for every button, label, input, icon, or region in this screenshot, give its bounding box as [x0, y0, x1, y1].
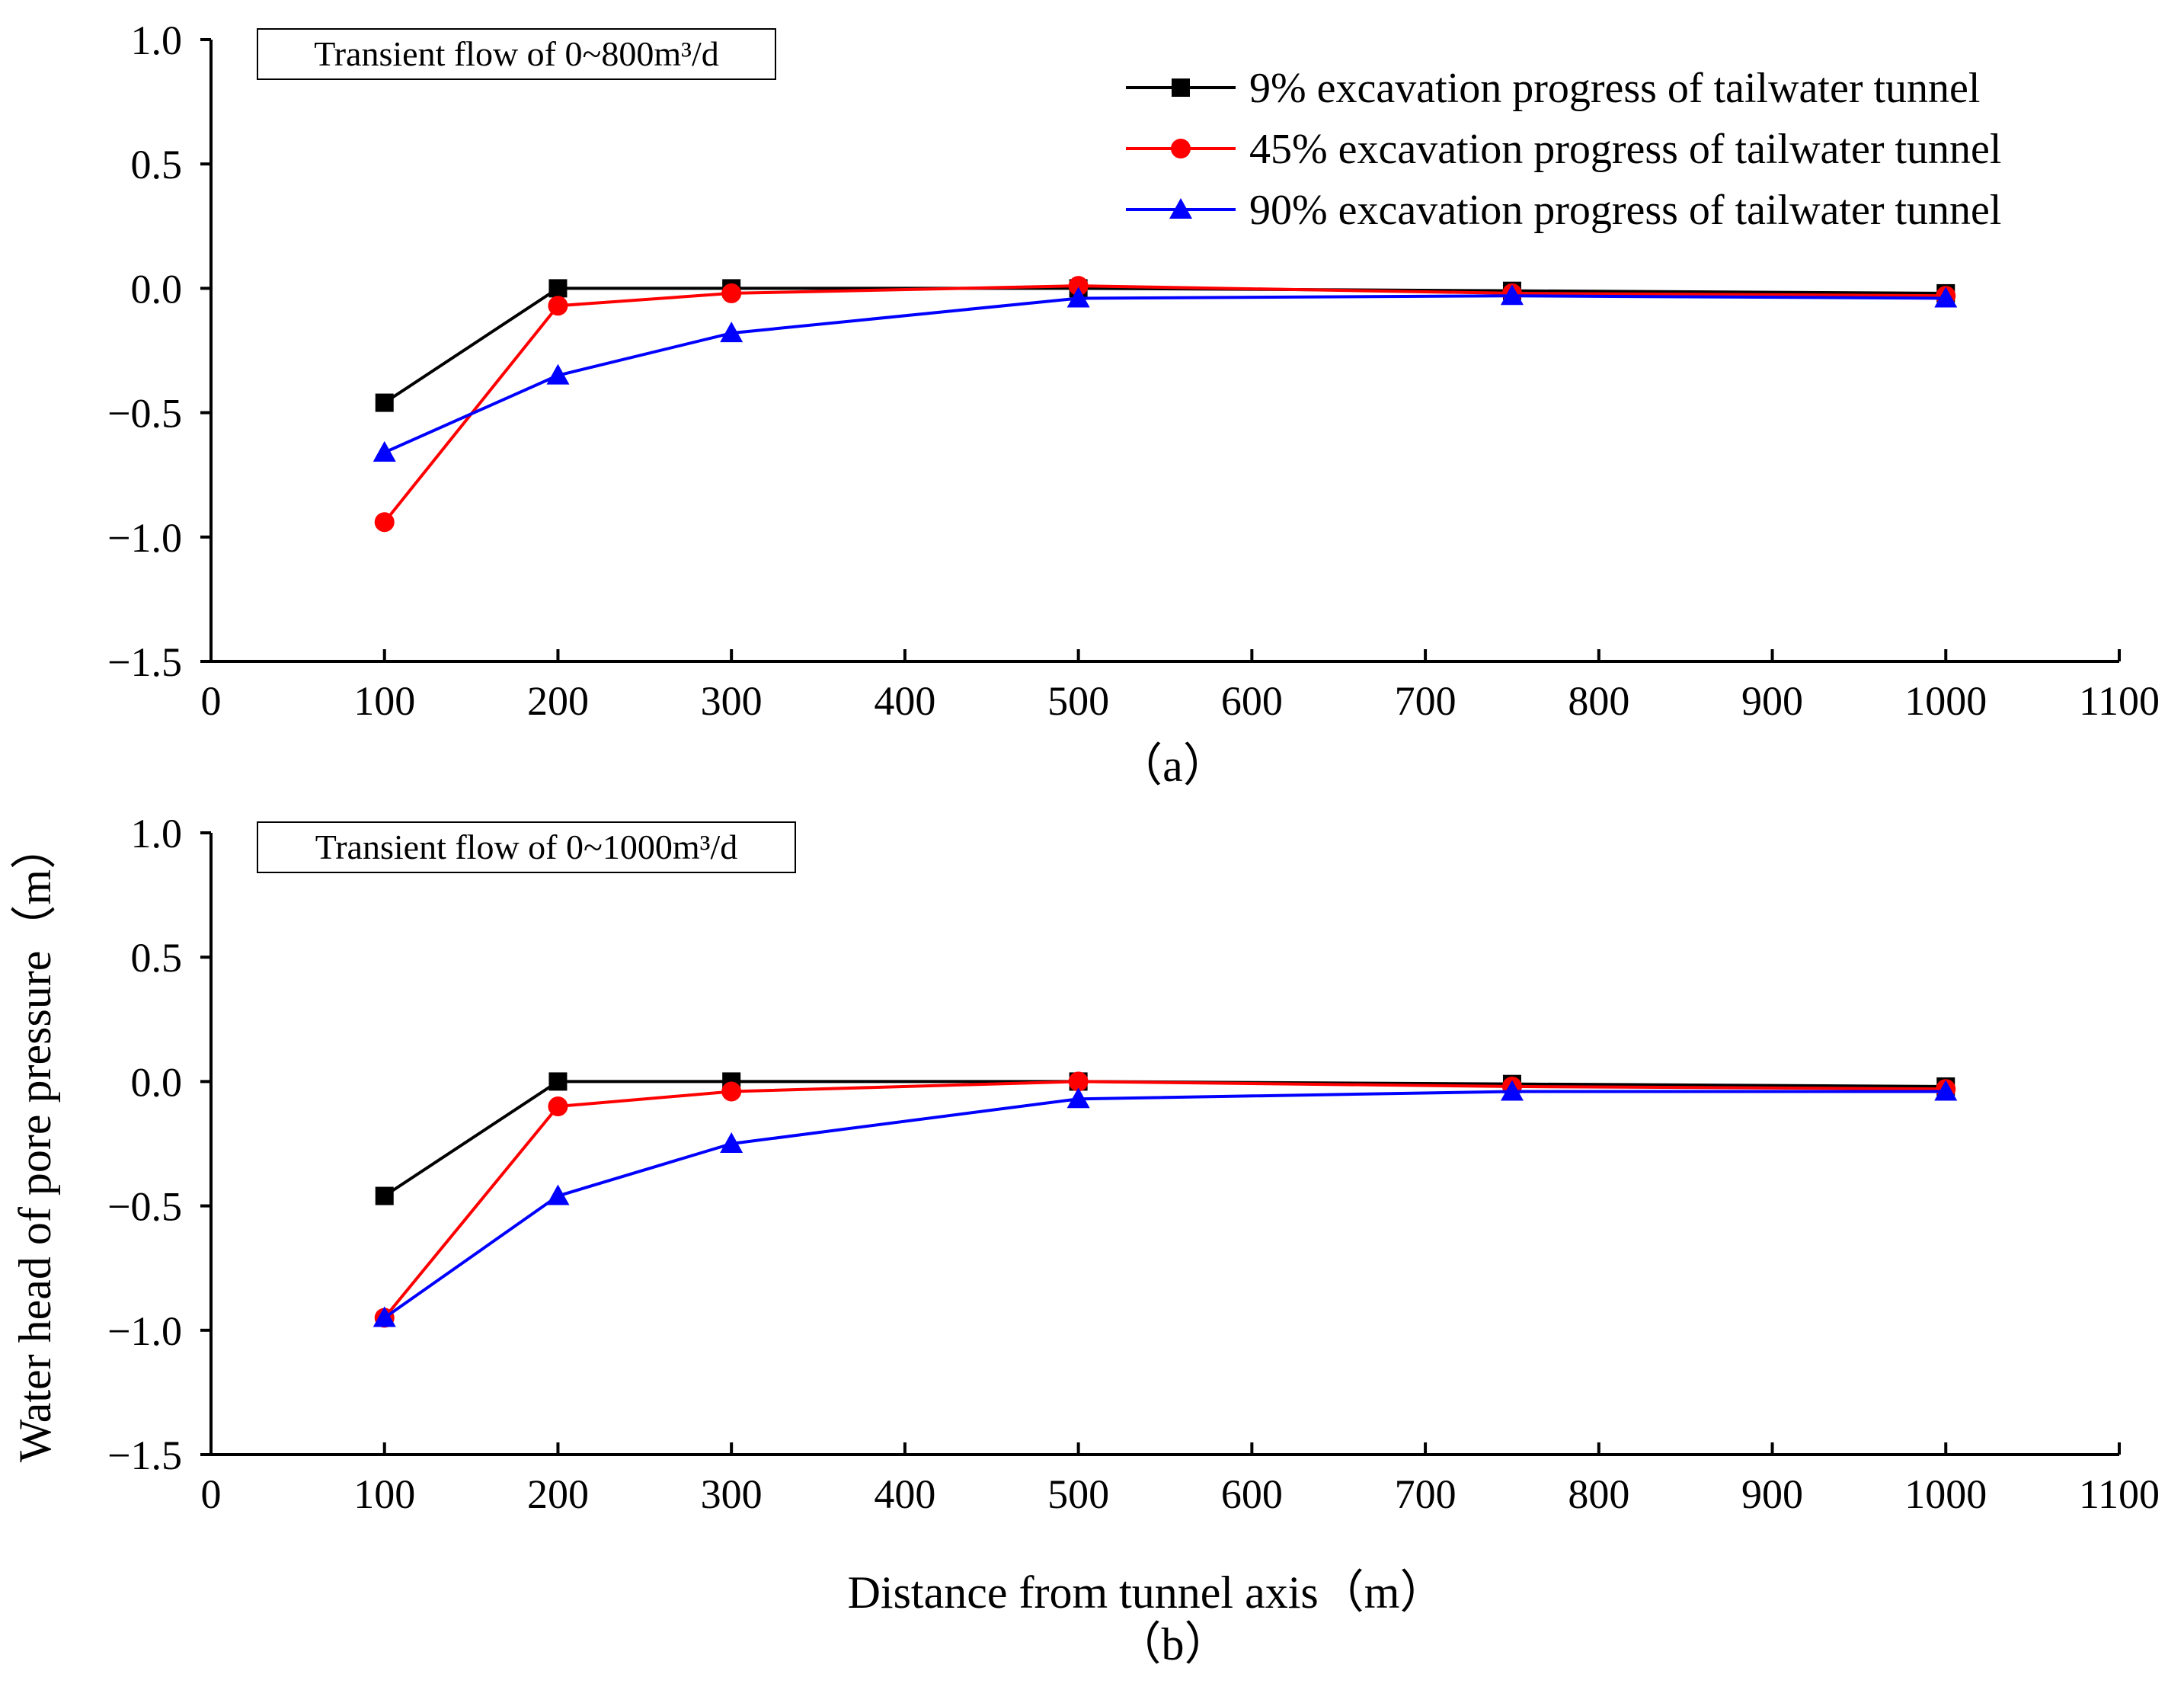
x-tick-label: 700 — [1395, 1471, 1457, 1517]
x-tick-label: 1000 — [1904, 678, 1987, 724]
x-tick-label: 500 — [1047, 1471, 1109, 1517]
y-tick-label: 0.0 — [131, 266, 183, 312]
x-tick-label: 100 — [353, 1471, 415, 1517]
flow-annotation-box — [257, 28, 776, 80]
x-axis-title: Distance from tunnel axis（m） — [848, 1567, 1446, 1618]
data-point-square — [375, 393, 394, 412]
data-point-circle — [548, 1096, 568, 1117]
y-tick-label: −1.0 — [107, 1308, 182, 1354]
data-point-triangle — [1500, 284, 1524, 306]
flow-annotation-box — [257, 821, 796, 873]
y-tick-label: −0.5 — [107, 1184, 182, 1230]
data-point-triangle — [373, 440, 396, 462]
data-point-triangle — [1066, 287, 1090, 308]
x-tick-label: 400 — [874, 678, 935, 724]
data-point-circle — [721, 1081, 742, 1102]
x-tick-label: 800 — [1568, 1471, 1629, 1517]
x-tick-label: 900 — [1741, 678, 1803, 724]
chart-panel-a: 1.0 0.5 0.0 −0.5 −1.0 −1.5 0 100 200 300 400 500 600… — [107, 18, 2160, 791]
x-tick-label: 1100 — [2079, 678, 2160, 724]
data-point-circle — [548, 296, 568, 316]
data-point-triangle — [1934, 287, 1958, 308]
x-tick-label: 300 — [701, 678, 763, 724]
panel-label: （b） — [1116, 1619, 1230, 1669]
x-tick-label: 700 — [1395, 678, 1457, 724]
series-line-square — [383, 1080, 1946, 1198]
x-tick-label: 600 — [1221, 1471, 1283, 1517]
y-tick-label: 0.5 — [131, 142, 183, 187]
x-tick-label: 100 — [353, 678, 415, 724]
data-point-circle — [374, 512, 395, 533]
x-tick-label: 900 — [1741, 1471, 1803, 1517]
flow-annotation-text: Transient flow of 0~800m³/d — [314, 34, 718, 73]
data-point-circle — [1068, 1071, 1089, 1092]
data-point-square — [548, 1072, 568, 1091]
y-tick-label: −1.5 — [107, 1433, 182, 1478]
legend-label: 9% excavation progress of tailwater tunn… — [1249, 65, 1980, 112]
chart-panel-b: 1.0 0.5 0.0 −0.5 −1.0 −1.5 0 100 200 300 400 500 600… — [107, 811, 2160, 1669]
y-tick-label: −0.5 — [107, 391, 182, 437]
y-axis-title: Water head of pore pressure（m） — [10, 824, 60, 1462]
legend: 9% excavation progress of tailwater tunn… — [1126, 65, 2001, 234]
x-tick-label: 200 — [527, 1471, 589, 1517]
data-point-square — [375, 1186, 394, 1205]
panel-label: （a） — [1117, 741, 1229, 791]
series-line-triangle — [383, 1090, 1946, 1320]
series-line-triangle — [383, 294, 1946, 454]
data-point-triangle — [1066, 1087, 1090, 1109]
legend-label: 45% excavation progress of tailwater tun… — [1249, 126, 2001, 173]
series-line-circle — [383, 284, 1946, 523]
legend-marker-square — [1172, 78, 1190, 97]
y-tick-label: −1.5 — [107, 639, 182, 685]
data-point-triangle — [373, 1306, 396, 1327]
x-tick-label: 300 — [701, 1471, 763, 1517]
data-point-triangle — [1934, 1080, 1958, 1101]
series-line-circle — [383, 1080, 1946, 1319]
x-tick-label: 0 — [201, 1471, 222, 1517]
x-tick-label: 500 — [1047, 678, 1109, 724]
y-tick-label: 0.0 — [131, 1059, 183, 1105]
series-line-square — [383, 287, 1946, 405]
y-tick-label: 1.0 — [131, 18, 183, 63]
data-point-triangle — [720, 322, 743, 343]
data-point-triangle — [1500, 1080, 1524, 1101]
x-tick-label: 200 — [527, 678, 589, 724]
y-tick-label: 1.0 — [131, 811, 183, 856]
data-point-circle — [721, 283, 742, 303]
x-tick-label: 1000 — [1904, 1471, 1987, 1517]
x-tick-label: 400 — [874, 1471, 935, 1517]
legend-marker-circle — [1171, 139, 1191, 158]
x-tick-label: 600 — [1221, 678, 1283, 724]
flow-annotation-text: Transient flow of 0~1000m³/d — [315, 827, 737, 866]
y-tick-label: 0.5 — [131, 935, 183, 981]
x-tick-label: 0 — [201, 678, 222, 724]
data-point-circle — [1068, 276, 1089, 296]
legend-label: 90% excavation progress of tailwater tun… — [1249, 187, 2001, 234]
data-point-square — [548, 279, 568, 298]
data-point-triangle — [546, 1184, 570, 1205]
x-tick-label: 1100 — [2079, 1471, 2160, 1517]
legend-marker-triangle — [1169, 198, 1192, 219]
x-tick-label: 800 — [1568, 678, 1629, 724]
data-point-triangle — [720, 1132, 743, 1153]
data-point-triangle — [546, 363, 570, 385]
y-tick-label: −1.0 — [107, 515, 182, 561]
